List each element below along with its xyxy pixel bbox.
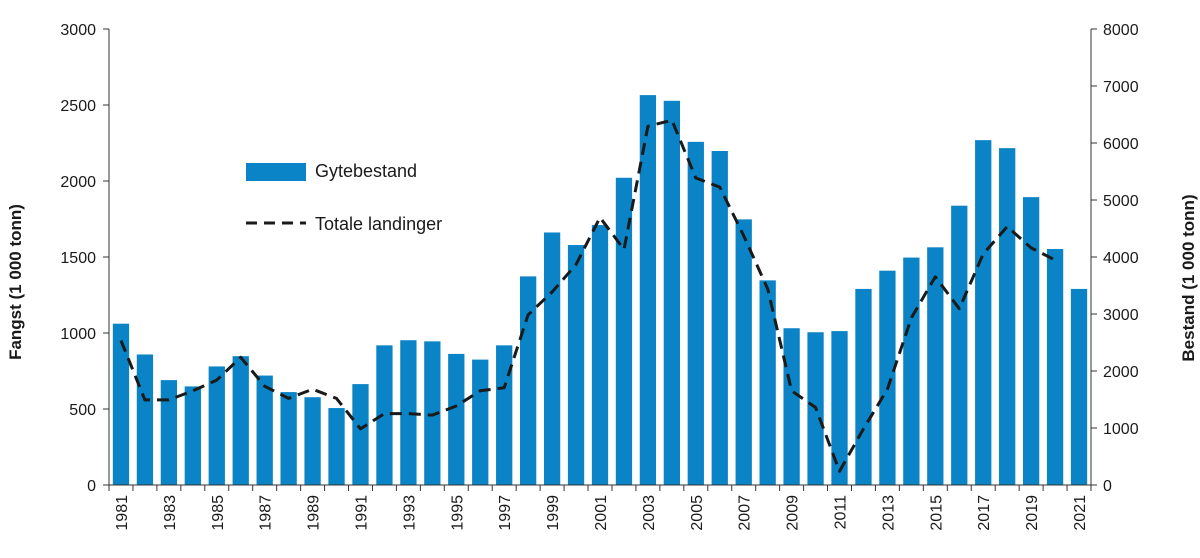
bar-2005 — [687, 141, 704, 486]
bar-1996 — [472, 359, 489, 485]
right-tick-label: 1000 — [1103, 421, 1139, 438]
axes — [108, 29, 1092, 486]
x-tick-label: 2009 — [785, 495, 802, 531]
left-axis-title: Fangst (1 000 tonn) — [6, 204, 25, 360]
bar-1988 — [280, 392, 297, 485]
bar-series-gytebestand — [112, 95, 1088, 486]
right-axis-title: Bestand (1 000 tonn) — [1179, 194, 1198, 361]
x-axis-ticks: 1981 1983 1985 1987 1989 1991 1993 1995 1997 1999… — [108, 485, 1092, 531]
left-tick-label: 1000 — [60, 326, 96, 343]
right-tick-label: 6000 — [1103, 136, 1139, 153]
bar-1985 — [208, 366, 225, 485]
right-tick-label: 5000 — [1103, 193, 1139, 210]
line-series-totale-landinger — [119, 118, 1056, 473]
bar-2019 — [1022, 197, 1040, 485]
x-tick-label: 2003 — [641, 495, 658, 531]
x-tick-label: 2015 — [928, 495, 945, 531]
bar-1994 — [424, 341, 441, 485]
bar-2000 — [567, 245, 585, 485]
left-tick-label: 0 — [87, 478, 96, 495]
bar-2001 — [591, 225, 609, 485]
bar-2013 — [879, 270, 896, 485]
bar-1997 — [496, 345, 513, 485]
x-tick-label: 2005 — [689, 495, 706, 531]
x-tick-label: 2019 — [1024, 495, 1041, 531]
x-tick-label: 1995 — [449, 495, 466, 531]
x-tick-label: 2001 — [593, 495, 610, 531]
bar-2004 — [663, 100, 680, 485]
legend: Gytebestand Totale landinger — [246, 161, 442, 234]
bar-1989 — [304, 397, 321, 485]
x-tick-label: 1993 — [401, 495, 418, 531]
bar-2018 — [999, 148, 1016, 485]
x-tick-label: 1987 — [258, 495, 275, 531]
left-tick-label: 2000 — [60, 174, 96, 191]
line-totale-landinger — [119, 118, 1056, 473]
left-tick-label: 2500 — [60, 98, 96, 115]
x-tick-label: 1999 — [545, 495, 562, 531]
x-tick-label: 2021 — [1072, 495, 1089, 531]
bar-1982 — [136, 354, 154, 485]
bar-2016 — [951, 205, 968, 485]
left-tick-label: 3000 — [60, 22, 96, 39]
bar-1998 — [520, 276, 537, 485]
bar-1983 — [160, 380, 178, 485]
right-tick-label: 2000 — [1103, 364, 1139, 381]
bar-1990 — [328, 408, 345, 485]
bar-1995 — [448, 353, 465, 485]
bar-1992 — [376, 345, 393, 485]
bar-1999 — [543, 232, 561, 485]
bar-2017 — [975, 140, 992, 485]
bar-1981 — [112, 323, 130, 485]
x-tick-label: 2017 — [976, 495, 993, 531]
right-tick-label: 0 — [1103, 478, 1112, 495]
bar-1991 — [352, 384, 369, 485]
bar-2015 — [927, 247, 944, 485]
right-tick-label: 7000 — [1103, 79, 1139, 96]
x-tick-label: 1989 — [306, 495, 323, 531]
x-tick-label: 1991 — [354, 495, 371, 531]
left-tick-label: 1500 — [60, 250, 96, 267]
bar-1993 — [400, 340, 417, 485]
bar-2008 — [759, 280, 776, 485]
bar-2009 — [783, 328, 800, 485]
x-tick-label: 1983 — [162, 495, 179, 531]
bar-2003 — [639, 95, 657, 486]
bar-1987 — [256, 375, 273, 485]
x-tick-label: 2007 — [737, 495, 754, 531]
right-axis-ticks: 0 1000 2000 3000 4000 5000 6000 7000 8000 — [1091, 22, 1139, 495]
bar-2020 — [1046, 249, 1064, 485]
x-tick-label: 2011 — [833, 495, 850, 530]
legend-label-totale-landinger: Totale landinger — [315, 214, 442, 234]
bar-1984 — [184, 386, 201, 485]
right-tick-label: 4000 — [1103, 250, 1139, 267]
left-tick-label: 500 — [69, 402, 96, 419]
legend-swatch-gytebestand — [246, 163, 306, 181]
x-tick-label: 1997 — [497, 495, 514, 531]
left-axis-ticks: 0 500 1000 1500 2000 2500 3000 — [60, 22, 109, 495]
bar-2012 — [855, 288, 872, 485]
right-tick-label: 8000 — [1103, 22, 1139, 39]
bar-2007 — [735, 219, 752, 485]
bar-2021 — [1070, 288, 1088, 485]
bar-2011 — [831, 331, 848, 485]
bar-2002 — [615, 177, 633, 485]
legend-label-gytebestand: Gytebestand — [315, 161, 417, 181]
bar-2006 — [711, 150, 728, 486]
bar-2014 — [903, 257, 920, 485]
x-tick-label: 1981 — [114, 495, 131, 531]
x-tick-label: 1985 — [210, 495, 227, 531]
right-tick-label: 3000 — [1103, 307, 1139, 324]
bar-1986 — [232, 356, 249, 485]
x-tick-label: 2013 — [880, 495, 897, 531]
